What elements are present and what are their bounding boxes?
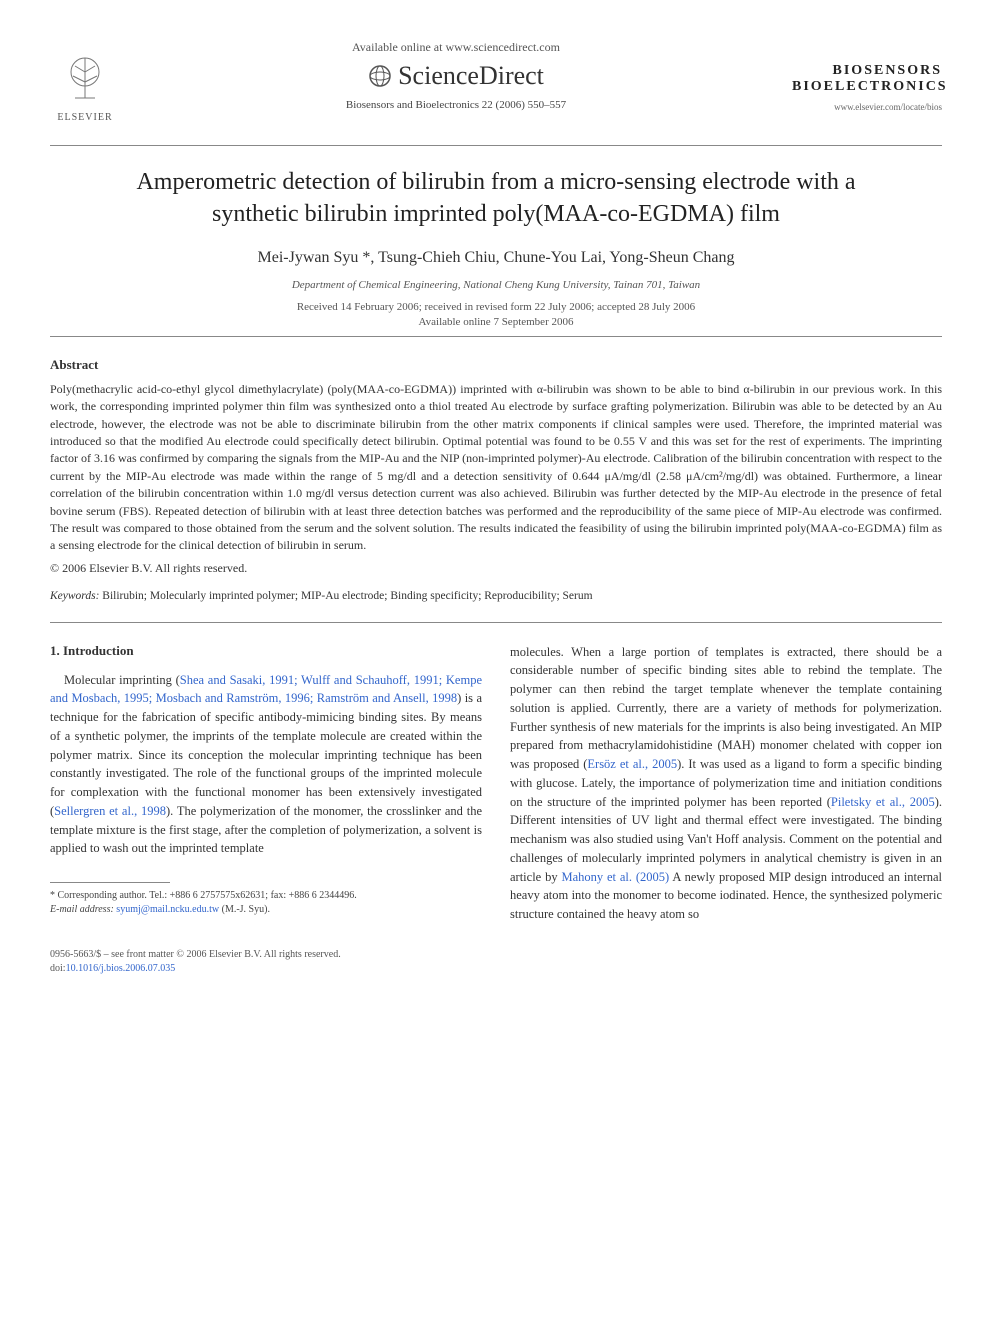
abstract-heading: Abstract: [50, 357, 942, 373]
authors-line: Mei-Jywan Syu *, Tsung-Chieh Chiu, Chune…: [50, 249, 942, 267]
divider-after-keywords: [50, 622, 942, 623]
page-footer: 0956-5663/$ – see front matter © 2006 El…: [50, 948, 942, 976]
journal-name-line1: BIOSENSORS: [792, 63, 942, 78]
available-online-date: Available online 7 September 2006: [50, 316, 942, 328]
intro-heading: 1. Introduction: [50, 643, 482, 659]
intro-r-a: molecules. When a large portion of templ…: [510, 645, 942, 772]
intro-paragraph-right: molecules. When a large portion of templ…: [510, 643, 942, 924]
email-address[interactable]: syumj@mail.ncku.edu.tw: [116, 904, 219, 915]
ref-link-2[interactable]: Sellergren et al., 1998: [54, 804, 166, 818]
doi-label: doi:: [50, 963, 66, 974]
citation-line: Biosensors and Bioelectronics 22 (2006) …: [120, 99, 792, 111]
elsevier-tree-icon: [55, 52, 115, 112]
intro-paragraph-left: Molecular imprinting (Shea and Sasaki, 1…: [50, 671, 482, 859]
body-columns: 1. Introduction Molecular imprinting (Sh…: [50, 643, 942, 924]
divider-top: [50, 145, 942, 146]
divider-after-dates: [50, 336, 942, 337]
email-suffix: (M.-J. Syu).: [219, 904, 270, 915]
footnote-separator: [50, 882, 170, 883]
journal-name-line2: BIOELECTRONICS: [792, 79, 942, 94]
issn-line: 0956-5663/$ – see front matter © 2006 El…: [50, 948, 942, 962]
ref-link-4[interactable]: Piletsky et al., 2005: [831, 795, 935, 809]
keywords-label: Keywords:: [50, 590, 99, 602]
footnote-block: * Corresponding author. Tel.: +886 6 275…: [50, 889, 482, 917]
keywords-text: Bilirubin; Molecularly imprinted polymer…: [102, 590, 592, 602]
intro-text-b: ) is a technique for the fabrication of …: [50, 691, 482, 818]
abstract-text: Poly(methacrylic acid-co-ethyl glycol di…: [50, 381, 942, 555]
right-column: molecules. When a large portion of templ…: [510, 643, 942, 924]
email-label: E-mail address:: [50, 904, 114, 915]
email-line: E-mail address: syumj@mail.ncku.edu.tw (…: [50, 903, 482, 917]
ref-link-3[interactable]: Ersöz et al., 2005: [587, 757, 677, 771]
platform-name: ScienceDirect: [398, 61, 544, 91]
available-online-text: Available online at www.sciencedirect.co…: [120, 40, 792, 55]
received-dates: Received 14 February 2006; received in r…: [50, 301, 942, 313]
journal-logo: BIOSENSORS BIOELECTRONICS www.elsevier.c…: [792, 63, 942, 112]
corresponding-author: * Corresponding author. Tel.: +886 6 275…: [50, 889, 482, 903]
doi-line: doi:10.1016/j.bios.2006.07.035: [50, 962, 942, 976]
abstract-copyright: © 2006 Elsevier B.V. All rights reserved…: [50, 561, 942, 576]
publisher-name: ELSEVIER: [57, 112, 112, 123]
header-row: ELSEVIER Available online at www.science…: [50, 40, 942, 135]
ref-link-5[interactable]: Mahony et al. (2005): [561, 870, 669, 884]
doi-value[interactable]: 10.1016/j.bios.2006.07.035: [66, 963, 176, 974]
journal-url: www.elsevier.com/locate/bios: [792, 102, 942, 112]
keywords-line: Keywords: Bilirubin; Molecularly imprint…: [50, 590, 942, 602]
intro-text-a: Molecular imprinting (: [64, 673, 180, 687]
affiliation: Department of Chemical Engineering, Nati…: [50, 279, 942, 291]
publisher-logo: ELSEVIER: [50, 48, 120, 128]
platform-brand: ScienceDirect: [120, 61, 792, 91]
article-title: Amperometric detection of bilirubin from…: [110, 166, 882, 231]
authors-text: Mei-Jywan Syu *, Tsung-Chieh Chiu, Chune…: [258, 249, 735, 266]
center-header: Available online at www.sciencedirect.co…: [120, 40, 792, 135]
left-column: 1. Introduction Molecular imprinting (Sh…: [50, 643, 482, 924]
sciencedirect-icon: [368, 64, 392, 88]
